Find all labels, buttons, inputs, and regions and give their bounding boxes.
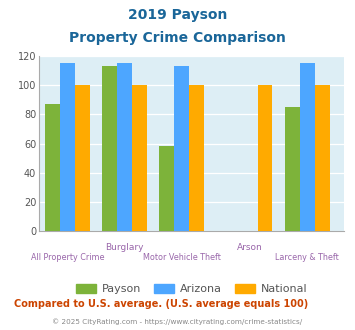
Text: All Property Crime: All Property Crime <box>31 253 104 262</box>
Bar <box>75 85 90 231</box>
Bar <box>300 63 315 231</box>
Bar <box>258 85 272 231</box>
Text: Larceny & Theft: Larceny & Theft <box>275 253 339 262</box>
Text: Compared to U.S. average. (U.S. average equals 100): Compared to U.S. average. (U.S. average … <box>14 299 308 309</box>
Text: 2019 Payson: 2019 Payson <box>128 8 227 22</box>
Bar <box>189 85 204 231</box>
Legend: Payson, Arizona, National: Payson, Arizona, National <box>72 280 312 299</box>
Bar <box>45 104 60 231</box>
Bar <box>117 63 132 231</box>
Bar <box>132 85 147 231</box>
Bar <box>315 85 329 231</box>
Text: Arson: Arson <box>237 243 263 252</box>
Bar <box>159 147 174 231</box>
Text: © 2025 CityRating.com - https://www.cityrating.com/crime-statistics/: © 2025 CityRating.com - https://www.city… <box>53 318 302 325</box>
Text: Burglary: Burglary <box>105 243 144 252</box>
Text: Property Crime Comparison: Property Crime Comparison <box>69 31 286 45</box>
Bar <box>60 63 75 231</box>
Text: Motor Vehicle Theft: Motor Vehicle Theft <box>143 253 221 262</box>
Bar <box>102 66 117 231</box>
Bar <box>174 66 189 231</box>
Bar <box>285 107 300 231</box>
